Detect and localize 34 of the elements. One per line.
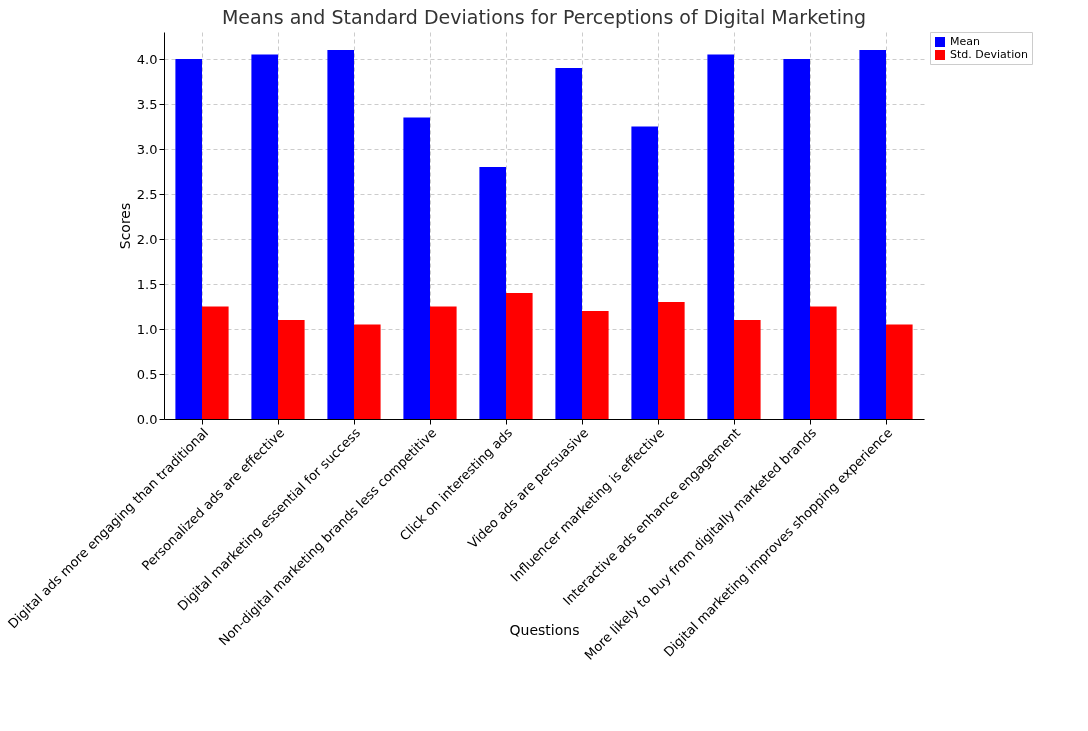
bar [582,311,609,419]
y-tick-label: 4.0 [136,51,158,67]
bar [251,54,278,419]
bar [479,167,506,419]
x-axis-title: Questions [509,621,580,638]
legend-label: Mean [950,35,980,48]
bar [278,320,305,419]
bar [175,59,202,419]
bar [658,302,685,419]
bar [202,306,229,419]
bar [734,320,761,419]
y-tick-label: 0.0 [136,411,158,427]
y-tick-label: 1.0 [136,321,158,337]
bar [859,50,886,419]
legend-label: Std. Deviation [950,48,1028,61]
bar [354,324,381,419]
y-tick-label: 2.5 [136,186,158,202]
y-tick-label: 3.0 [136,141,158,157]
bar [783,59,810,419]
bar [886,324,913,419]
bar [403,117,430,419]
y-axis-title: Scores [116,202,133,250]
bar [430,306,457,419]
bar [506,293,533,419]
y-tick-label: 2.0 [136,231,158,247]
y-tick-label: 3.5 [136,96,158,112]
y-tick-label: 0.5 [136,366,158,382]
bar [555,68,582,419]
bar [327,50,354,419]
y-tick-label: 1.5 [136,276,158,292]
bar [810,306,837,419]
bar [707,54,734,419]
chart-title: Means and Standard Deviations for Perceptions of Digital Marketing [221,5,867,28]
bar [631,126,658,419]
